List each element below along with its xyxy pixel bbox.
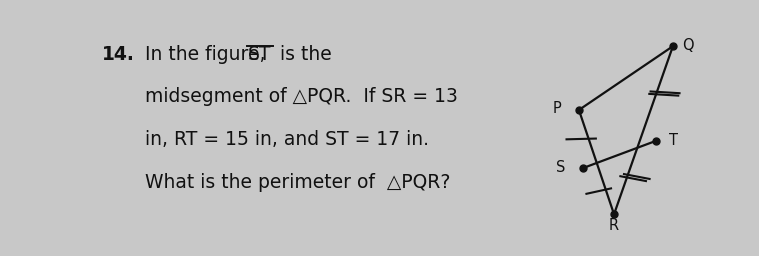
- Text: T: T: [669, 133, 678, 148]
- Text: 14.: 14.: [102, 45, 135, 63]
- Text: R: R: [609, 218, 619, 233]
- Text: ST: ST: [247, 45, 271, 63]
- Text: P: P: [553, 101, 561, 116]
- Text: S: S: [556, 161, 565, 175]
- Text: What is the perimeter of  △PQR?: What is the perimeter of △PQR?: [145, 173, 450, 193]
- Text: Q: Q: [682, 38, 694, 53]
- Text: is the: is the: [274, 45, 332, 63]
- Text: midsegment of △PQR.  If SR = 13: midsegment of △PQR. If SR = 13: [145, 88, 458, 106]
- Text: in, RT = 15 in, and ST = 17 in.: in, RT = 15 in, and ST = 17 in.: [145, 131, 429, 150]
- Text: In the figure,: In the figure,: [145, 45, 272, 63]
